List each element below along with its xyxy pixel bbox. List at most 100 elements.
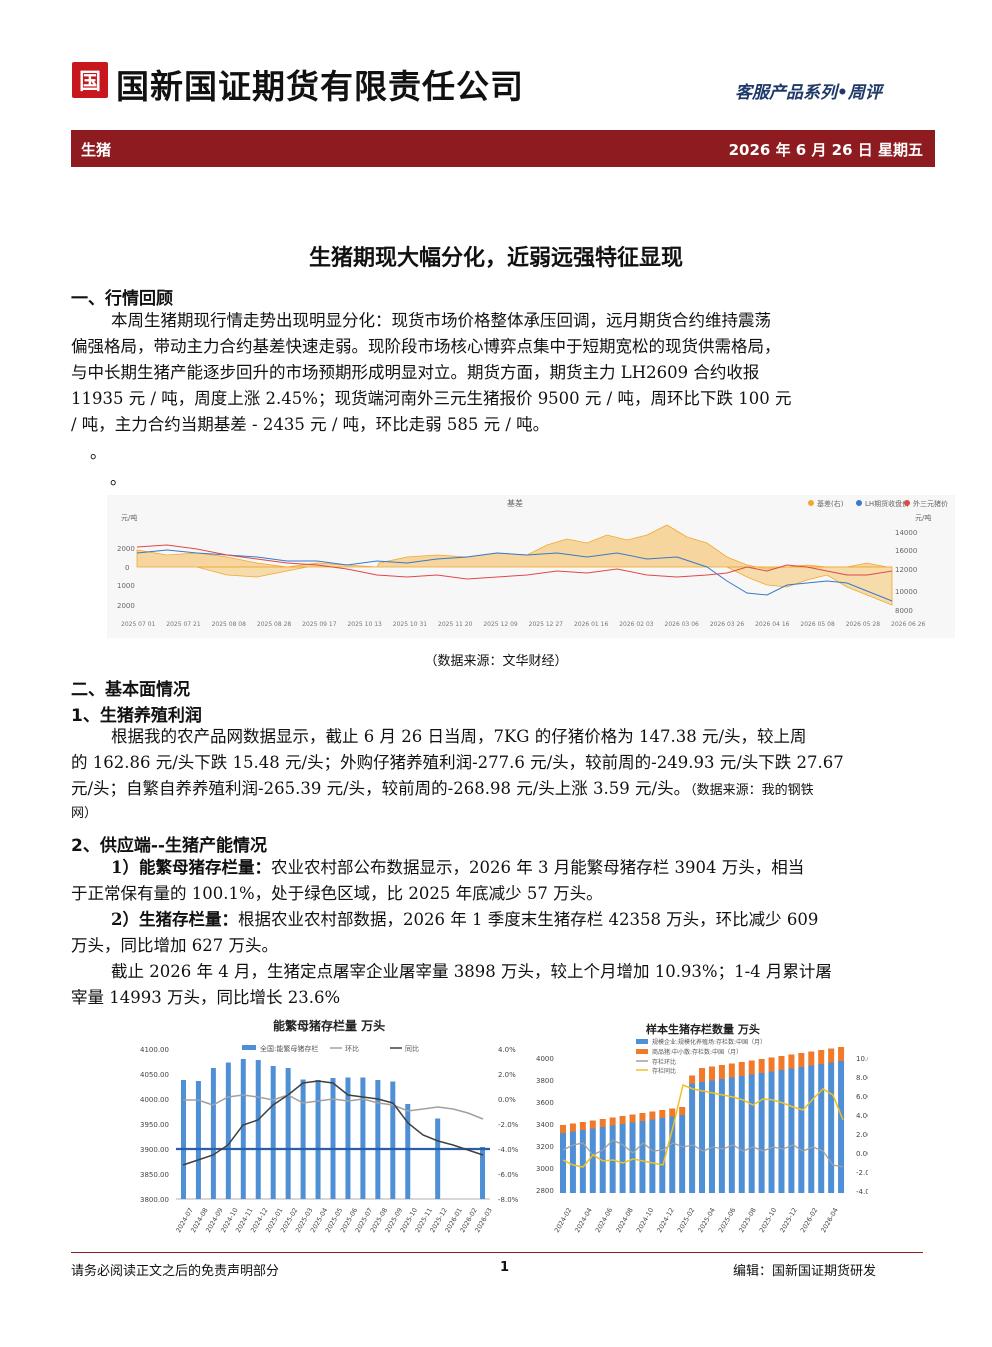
y-tick-right: 4.0%	[498, 1046, 516, 1054]
company-name: 国新国证期货有限责任公司	[116, 67, 524, 106]
bar-small	[738, 1062, 745, 1076]
item-label: 1）能繁母猪存栏量：	[111, 858, 271, 877]
sample-inventory-chart: 样本生猪存栏数量 万头 规模企业:规模化养殖场:存栏数:中国（月） 商品猪:中小…	[536, 1022, 868, 1234]
bar-small	[669, 1108, 676, 1117]
bar-small	[758, 1059, 765, 1073]
bar-large	[649, 1119, 656, 1193]
y-tick-right: -4.00%	[856, 1188, 868, 1196]
bar-small	[768, 1057, 775, 1072]
subsection-profit: 1、生猪养殖利润	[71, 706, 202, 726]
legend-item: 规模企业:规模化养殖场:存栏数:中国（月）	[652, 1038, 766, 1046]
bar-small	[589, 1120, 596, 1129]
bar	[255, 1060, 261, 1199]
bar-large	[748, 1074, 755, 1193]
y-tick-right: -8.0%	[498, 1196, 519, 1204]
y-tick: 3950.00	[140, 1121, 169, 1129]
bar-small	[838, 1047, 845, 1061]
x-tick: 2025 11 20	[438, 621, 473, 628]
bar-small	[788, 1054, 795, 1069]
bar-small	[609, 1117, 616, 1126]
bar-large	[738, 1076, 745, 1193]
y-tick: 4050.00	[140, 1071, 169, 1079]
bar	[435, 1118, 441, 1199]
x-tick: 2026 03 06	[665, 621, 700, 628]
bar-small	[818, 1050, 825, 1064]
bar-large	[569, 1131, 576, 1193]
y-tick: 元/吨	[121, 513, 137, 522]
legend-item: LH期货收盘价	[865, 499, 909, 508]
bar-large	[818, 1064, 825, 1193]
y-tick-right: 16000	[895, 547, 917, 555]
bar-large	[838, 1061, 845, 1193]
text-segment: 元/头；自繁自养养殖利润-265.39 元/头，较前周的-268.98 元/头上…	[71, 779, 691, 798]
mom-line	[562, 1139, 844, 1168]
text-segment: 根据农业农村部数据，2026 年 1 季度末生猪存栏 42358 万头，环比减少…	[237, 910, 819, 929]
legend-item: 同比	[405, 1044, 419, 1053]
x-tick: 2026 01 16	[574, 621, 609, 628]
chart-source: （数据来源：文华财经）	[424, 654, 568, 669]
bar-large	[560, 1133, 566, 1193]
x-tick: 2025-06	[717, 1206, 738, 1234]
y-tick: 3800.00	[140, 1196, 169, 1204]
legend-item: 环比	[345, 1044, 359, 1053]
text-line: 11935 元 / 吨，周度上涨 2.45%；现货端河南外三元生猪报价 9500…	[71, 389, 792, 408]
bar-large	[778, 1070, 785, 1193]
bar	[390, 1081, 396, 1199]
bar-small	[808, 1051, 815, 1066]
subsection-supply: 2、供应端--生猪产能情况	[71, 836, 267, 856]
basis-chart: 基差 基差(右) LH期货收盘价 外三元猪价 元/吨 2000 0 1000 2…	[107, 495, 955, 638]
stray-mark: 。	[110, 469, 127, 488]
legend-item: 外三元猪价	[913, 499, 948, 508]
y-tick-right: 元/吨	[915, 513, 931, 522]
x-tick: 2025 12 27	[529, 621, 564, 628]
footer-divider	[71, 1252, 923, 1253]
y-tick: 3600	[536, 1099, 554, 1107]
bar-large	[788, 1068, 795, 1193]
x-tick: 2025-12	[778, 1206, 799, 1234]
bar-large	[659, 1118, 666, 1193]
y-tick-right: 6.00%	[856, 1093, 868, 1101]
bar-large	[689, 1083, 696, 1193]
x-tick: 2025 10 31	[393, 621, 428, 628]
x-tick: 2025 07 01	[121, 621, 156, 628]
footer-disclaimer: 请务必阅读正文之后的免责声明部分	[71, 1264, 280, 1279]
y-tick: 3900.00	[140, 1146, 169, 1154]
text-line: 本周生猪期现行情走势出现明显分化：现货市场价格整体承压回调，远月期货合约维持震荡	[111, 311, 771, 330]
y-tick: 0	[125, 564, 129, 572]
bar-large	[669, 1116, 676, 1193]
y-tick-right: -2.00%	[856, 1169, 868, 1177]
x-tick: 2024-06	[594, 1206, 615, 1234]
sow-inventory-chart: 能繁母猪存栏量 万头 全国:能繁母猪存栏 环比 同比 4100.00 4050.0…	[140, 1018, 519, 1234]
x-tick: 2026 02 03	[619, 621, 654, 628]
data-source: 网）	[71, 806, 98, 821]
y-tick: 3800	[536, 1077, 554, 1085]
x-tick: 2026-02	[799, 1206, 820, 1234]
report-date: 2026 年 6 月 26 日 星期五	[728, 141, 923, 159]
spot-line	[136, 544, 893, 580]
bar	[315, 1080, 321, 1199]
bar-large	[619, 1124, 626, 1193]
y-tick-right: 0.0%	[498, 1096, 516, 1104]
y-tick: 3850.00	[140, 1171, 169, 1179]
legend-item: 存栏同比	[652, 1067, 676, 1075]
chart-legend: 规模企业:规模化养殖场:存栏数:中国（月） 商品猪:中小散:存栏数:中国（月） …	[636, 1038, 766, 1075]
x-tick: 2025-04	[696, 1206, 717, 1234]
stray-mark: 。	[90, 443, 107, 462]
bar-small	[748, 1060, 755, 1075]
chart-legend: 基差(右) LH期货收盘价 外三元猪价	[808, 499, 948, 508]
y-tick-right: 12000	[895, 566, 917, 574]
y-tick-right: -6.0%	[498, 1171, 519, 1179]
bar-small	[728, 1063, 735, 1078]
y-tick-right: 10.00%	[856, 1055, 868, 1063]
chart-title: 基差	[507, 498, 523, 508]
text-line: 宰量 14993 万头，同比增长 23.6%	[71, 988, 341, 1007]
bar-large	[679, 1115, 686, 1193]
bar-large	[808, 1065, 815, 1193]
y-tick: 4000.00	[140, 1096, 169, 1104]
bar-small	[679, 1107, 686, 1115]
legend-item: 全国:能繁母猪存栏	[260, 1044, 318, 1053]
y-tick-right: -2.0%	[498, 1121, 519, 1129]
bar-large	[708, 1080, 715, 1193]
legend-item: 存栏环比	[652, 1058, 676, 1066]
bar-small	[599, 1119, 606, 1127]
